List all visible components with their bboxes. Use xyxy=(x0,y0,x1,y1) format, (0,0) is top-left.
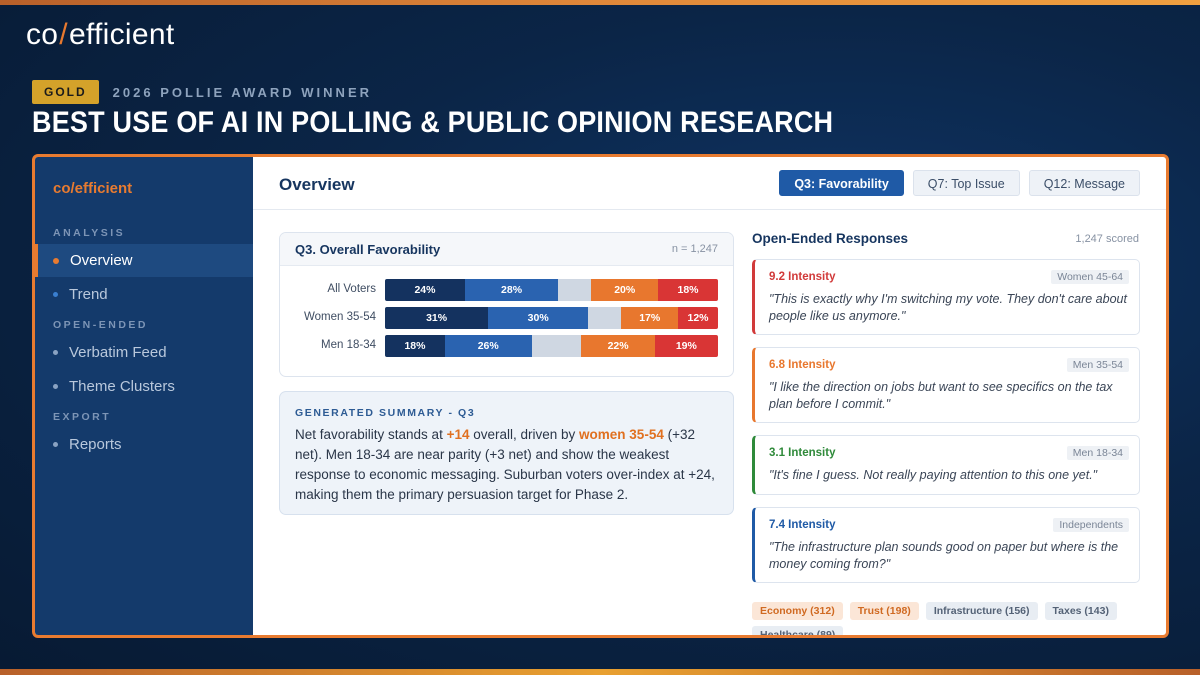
favorable-segment: 30% xyxy=(488,307,589,329)
open-ended-title: Open-Ended Responses xyxy=(752,231,909,246)
strong-favorable-segment: 31% xyxy=(385,307,489,329)
response-quote: "This is exactly why I'm switching my vo… xyxy=(769,292,1127,323)
theme-chip[interactable]: Trust (198) xyxy=(849,602,919,620)
strong-unfavorable-segment: 19% xyxy=(654,335,718,357)
section-export: EXPORT xyxy=(53,411,112,423)
header: Overview Q3: Favorability Q7: Top Issue … xyxy=(253,157,1166,210)
unfavorable-segment: 17% xyxy=(621,307,679,329)
intensity-label: 3.1 Intensity xyxy=(769,447,836,459)
favorable-segment: 28% xyxy=(464,279,559,301)
sidebar-item-label: Verbatim Feed xyxy=(69,344,167,361)
stacked-bar: 24% 28% 20% 18% xyxy=(385,279,718,301)
bar-row: All Voters 24% 28% 20% 18% xyxy=(280,279,733,301)
strong-unfavorable-segment: 18% xyxy=(658,279,718,301)
response-quote: "I like the direction on jobs but want t… xyxy=(769,380,1113,411)
neutral-segment xyxy=(588,307,622,329)
unfavorable-segment: 20% xyxy=(591,279,659,301)
sidebar-item-label: Trend xyxy=(69,286,108,303)
section-open-ended: OPEN-ENDED xyxy=(53,319,149,331)
summary-title: GENERATED SUMMARY - Q3 xyxy=(295,407,476,419)
highlight-segment: women 35-54 xyxy=(579,427,664,442)
segment-tag: Men 35-54 xyxy=(1066,358,1129,372)
response-quote: "It's fine I guess. Not really paying at… xyxy=(769,468,1098,482)
question-tabs: Q3: Favorability Q7: Top Issue Q12: Mess… xyxy=(779,170,1140,196)
response-card[interactable]: 7.4 Intensity Independents "The infrastr… xyxy=(752,507,1140,583)
tab-q3-favorability[interactable]: Q3: Favorability xyxy=(779,170,904,196)
theme-chip[interactable]: Healthcare (89) xyxy=(752,626,844,635)
award-row: GOLD 2026 POLLIE AWARD WINNER xyxy=(32,80,372,104)
generated-summary-card: GENERATED SUMMARY - Q3 Net favorability … xyxy=(279,391,734,515)
stacked-bar: 31% 30% 17% 12% xyxy=(385,307,718,329)
sidebar-item-label: Reports xyxy=(69,436,122,453)
main-panel: Overview Q3: Favorability Q7: Top Issue … xyxy=(253,157,1166,635)
bar-row: Men 18-34 18% 26% 22% 19% xyxy=(280,335,733,357)
intensity-label: 6.8 Intensity xyxy=(769,359,836,371)
neutral-segment xyxy=(531,335,582,357)
bar-row-label: Women 35-54 xyxy=(303,311,376,323)
intensity-label: 9.2 Intensity xyxy=(769,271,836,283)
stacked-bar: 18% 26% 22% 19% xyxy=(385,335,718,357)
sidebar-item-trend[interactable]: Trend xyxy=(35,278,253,311)
response-card[interactable]: 6.8 Intensity Men 35-54 "I like the dire… xyxy=(752,347,1140,423)
bullet-icon xyxy=(53,257,59,264)
sidebar-item-reports[interactable]: Reports xyxy=(35,428,253,461)
theme-chip[interactable]: Taxes (143) xyxy=(1044,602,1117,620)
theme-chips: Economy (312) Trust (198) Infrastructure… xyxy=(752,602,1142,635)
theme-chip[interactable]: Economy (312) xyxy=(752,602,843,620)
bullet-icon xyxy=(53,442,58,447)
strong-unfavorable-segment: 12% xyxy=(678,307,718,329)
sidebar: co/efficient ANALYSIS Overview Trend OPE… xyxy=(35,157,253,635)
top-accent-strip xyxy=(0,0,1200,5)
page-title: Overview xyxy=(279,175,355,194)
award-title: BEST USE OF AI IN POLLING & PUBLIC OPINI… xyxy=(32,106,834,139)
theme-chip[interactable]: Infrastructure (156) xyxy=(925,602,1038,620)
favorability-card: Q3. Overall Favorability n = 1,247 All V… xyxy=(279,232,734,377)
favorable-segment: 26% xyxy=(444,335,532,357)
response-quote: "The infrastructure plan sounds good on … xyxy=(769,540,1119,571)
bar-row-label: All Voters xyxy=(327,283,376,295)
unfavorable-segment: 22% xyxy=(581,335,655,357)
response-card[interactable]: 9.2 Intensity Women 45-64 "This is exact… xyxy=(752,259,1140,335)
section-analysis: ANALYSIS xyxy=(53,227,126,239)
app-window: co/efficient ANALYSIS Overview Trend OPE… xyxy=(32,154,1169,638)
bar-row-label: Men 18-34 xyxy=(321,339,376,351)
segment-tag: Men 18-34 xyxy=(1066,446,1129,460)
bullet-icon xyxy=(53,384,58,389)
sidebar-item-label: Theme Clusters xyxy=(69,378,175,395)
segment-tag: Women 45-64 xyxy=(1051,270,1129,284)
favorability-card-header: Q3. Overall Favorability n = 1,247 xyxy=(280,233,733,266)
sidebar-item-theme-clusters[interactable]: Theme Clusters xyxy=(35,370,253,403)
strong-favorable-segment: 24% xyxy=(385,279,465,301)
favorability-title: Q3. Overall Favorability xyxy=(295,242,441,257)
bar-row: Women 35-54 31% 30% 17% 12% xyxy=(280,307,733,329)
award-subtitle: 2026 POLLIE AWARD WINNER xyxy=(112,84,372,100)
brand-logo: co/efficient xyxy=(26,18,175,51)
bullet-icon xyxy=(53,350,58,355)
intensity-label: 7.4 Intensity xyxy=(769,519,836,531)
response-card[interactable]: 3.1 Intensity Men 18-34 "It's fine I gue… xyxy=(752,435,1140,495)
sidebar-item-overview[interactable]: Overview xyxy=(35,244,253,277)
bullet-icon xyxy=(53,292,58,297)
strong-favorable-segment: 18% xyxy=(385,335,445,357)
segment-tag: Independents xyxy=(1053,518,1129,532)
scored-count: 1,247 scored xyxy=(1075,233,1139,245)
summary-text: Net favorability stands at +14 overall, … xyxy=(295,427,715,502)
tab-q12-message[interactable]: Q12: Message xyxy=(1028,170,1140,196)
gold-badge: GOLD xyxy=(32,80,99,104)
neutral-segment xyxy=(558,279,592,301)
highlight-net: +14 xyxy=(446,427,470,442)
tab-q7-top-issue[interactable]: Q7: Top Issue xyxy=(912,170,1020,196)
bottom-accent-strip xyxy=(0,669,1200,675)
sample-size: n = 1,247 xyxy=(671,243,718,255)
sidebar-item-verbatim-feed[interactable]: Verbatim Feed xyxy=(35,336,253,369)
sidebar-brand: co/efficient xyxy=(53,180,133,197)
sidebar-item-label: Overview xyxy=(70,252,133,269)
